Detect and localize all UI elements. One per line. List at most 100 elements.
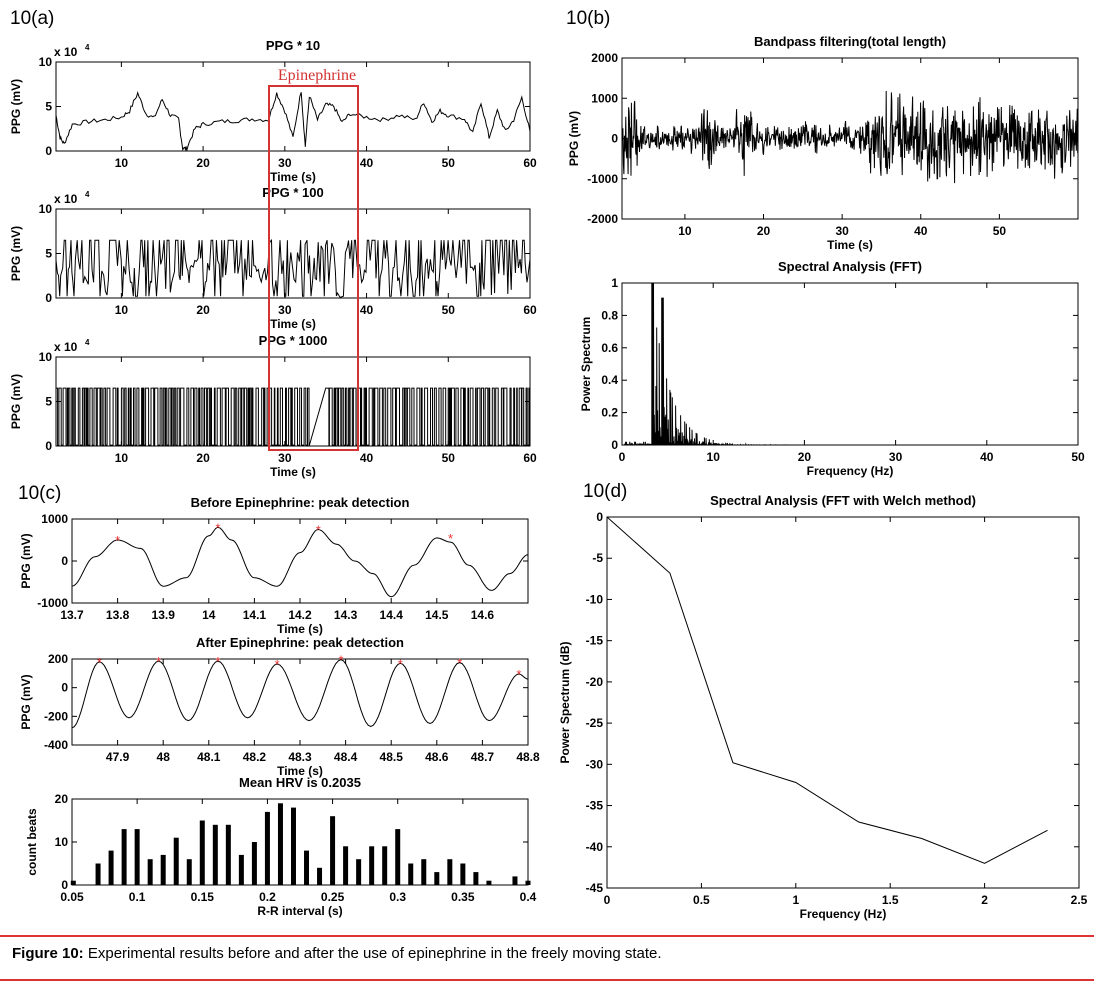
histogram-bar <box>382 846 388 885</box>
histogram-bar <box>238 854 244 885</box>
series-line <box>621 90 1079 184</box>
x-axis-label: Frequency (Hz) <box>807 464 894 478</box>
y-tick-label: 0 <box>61 554 68 568</box>
histogram-bar <box>186 859 192 885</box>
y-tick-label: -400 <box>44 738 68 752</box>
x-tick-label: 40 <box>360 451 374 465</box>
chart-a3: 10 20 30 40 50 60 0 5 10 PPG * 1000 Time (s) PPG (m… <box>9 333 537 479</box>
x-tick-label: 20 <box>798 450 812 464</box>
x-tick-label: 60 <box>523 303 537 317</box>
x-tick-label: 0.15 <box>191 890 215 904</box>
peak-marker: * <box>115 533 120 548</box>
y-tick-label: 10 <box>39 55 53 69</box>
y-tick-label: 1 <box>611 276 618 290</box>
x-tick-label: 20 <box>196 303 210 317</box>
histogram-bar <box>304 850 310 885</box>
caption-text: Figure 10: Experimental results before a… <box>12 945 662 962</box>
y-axis-label: PPG (mV) <box>9 374 23 429</box>
y-tick-label: 0 <box>611 438 618 452</box>
x-tick-label: 14.2 <box>288 608 312 622</box>
x-tick-label: 10 <box>115 451 129 465</box>
chart-b1: 10 20 30 40 50 -2000 -1000 0 1000 2000 Bandpass fi… <box>567 34 1079 252</box>
chart-title: Spectral Analysis (FFT with Welch method… <box>710 493 976 508</box>
chart-c3: 0.05 0.1 0.15 0.2 0.25 0.3 0.35 0.4 0 10 20 Mean HR… <box>25 775 537 918</box>
plot-frame <box>621 282 1079 446</box>
y-tick-label: 20 <box>55 792 69 806</box>
epinephrine-highlight: Epinephrine <box>268 67 359 451</box>
figure-caption: Figure 10: Experimental results before a… <box>0 935 1094 983</box>
y-tick-label: 1000 <box>591 91 618 105</box>
x-tick-label: 13.8 <box>106 608 130 622</box>
peak-marker: * <box>316 523 321 538</box>
y-tick-label: 0 <box>596 510 603 524</box>
x-axis-label: Time (s) <box>270 317 316 331</box>
x-tick-label: 50 <box>993 224 1007 238</box>
x-tick-label: 48.2 <box>243 750 267 764</box>
epinephrine-label: Epinephrine <box>278 67 356 84</box>
x-tick-label: 48.6 <box>425 750 449 764</box>
y-tick-label: -45 <box>586 881 604 895</box>
y-tick-label: -2000 <box>587 212 618 226</box>
y-tick-label: -15 <box>586 634 604 648</box>
histogram-bar <box>225 824 231 885</box>
y-axis-label: count beats <box>25 808 39 876</box>
x-tick-label: 48.8 <box>516 750 540 764</box>
x-axis-label: Time (s) <box>270 170 316 184</box>
histogram-bar <box>160 854 166 885</box>
chart-title: PPG * 10 <box>266 38 320 53</box>
chart-title: Bandpass filtering(total length) <box>754 34 946 49</box>
series-line <box>606 516 1048 864</box>
y-tick-label: 10 <box>39 202 53 216</box>
x-tick-label: 50 <box>442 451 456 465</box>
peak-marker: * <box>448 531 453 546</box>
x-tick-label: 0.35 <box>451 890 475 904</box>
y-tick-label: 10 <box>55 835 69 849</box>
x-axis-label: Time (s) <box>827 238 873 252</box>
caption-bottom-rule <box>0 979 1094 981</box>
peak-marker: * <box>339 653 344 668</box>
series-line <box>71 526 529 598</box>
x-tick-label: 30 <box>835 224 849 238</box>
x-tick-label: 10 <box>115 303 129 317</box>
histogram-bar <box>147 859 153 885</box>
chart-c1: 13.7 13.8 13.9 14 14.1 14.2 14.3 14.4 14.5 14.6 -1… <box>19 495 529 636</box>
histogram-bar <box>473 872 479 885</box>
histogram-bar <box>447 859 453 885</box>
series-line <box>55 90 531 152</box>
x-axis-label: R-R interval (s) <box>257 904 342 918</box>
x-tick-label: 40 <box>360 156 374 170</box>
series-line <box>55 239 531 299</box>
series-line <box>622 282 1078 446</box>
panel-label-b: 10(b) <box>566 8 611 29</box>
histogram-bar <box>356 859 362 885</box>
panel-label-a: 10(a) <box>10 8 55 29</box>
y-axis-label: Power Spectrum (dB) <box>558 641 572 763</box>
peak-marker: * <box>275 657 280 672</box>
exponent-label: x 10 <box>54 45 78 59</box>
chart-title: After Epinephrine: peak detection <box>196 635 404 650</box>
x-tick-label: 10 <box>115 156 129 170</box>
x-tick-label: 1.5 <box>882 893 899 907</box>
x-tick-label: 14.1 <box>243 608 267 622</box>
x-axis-label: Time (s) <box>277 622 323 636</box>
x-tick-label: 14.5 <box>425 608 449 622</box>
chart-title: PPG * 100 <box>262 185 323 200</box>
x-tick-label: 10 <box>678 224 692 238</box>
y-tick-label: -20 <box>586 675 604 689</box>
histogram-bar <box>525 880 531 885</box>
series-line <box>71 659 529 729</box>
chart-a1: 10 20 30 40 50 60 0 5 10 PPG * 10 Time (s) PPG (mV)… <box>9 38 537 184</box>
x-tick-label: 48.1 <box>197 750 221 764</box>
y-axis-label: PPG (mV) <box>9 79 23 134</box>
y-axis-label: Power Spectrum <box>579 317 593 412</box>
y-tick-label: 200 <box>48 652 68 666</box>
peak-marker: * <box>215 520 220 535</box>
histogram-bar <box>343 846 349 885</box>
peak-marker: * <box>156 654 161 669</box>
y-tick-label: -10 <box>586 592 604 606</box>
x-tick-label: 10 <box>707 450 721 464</box>
x-tick-label: 14.3 <box>334 608 358 622</box>
y-tick-label: 5 <box>45 247 52 261</box>
x-tick-label: 30 <box>889 450 903 464</box>
histogram-bar <box>460 863 466 885</box>
